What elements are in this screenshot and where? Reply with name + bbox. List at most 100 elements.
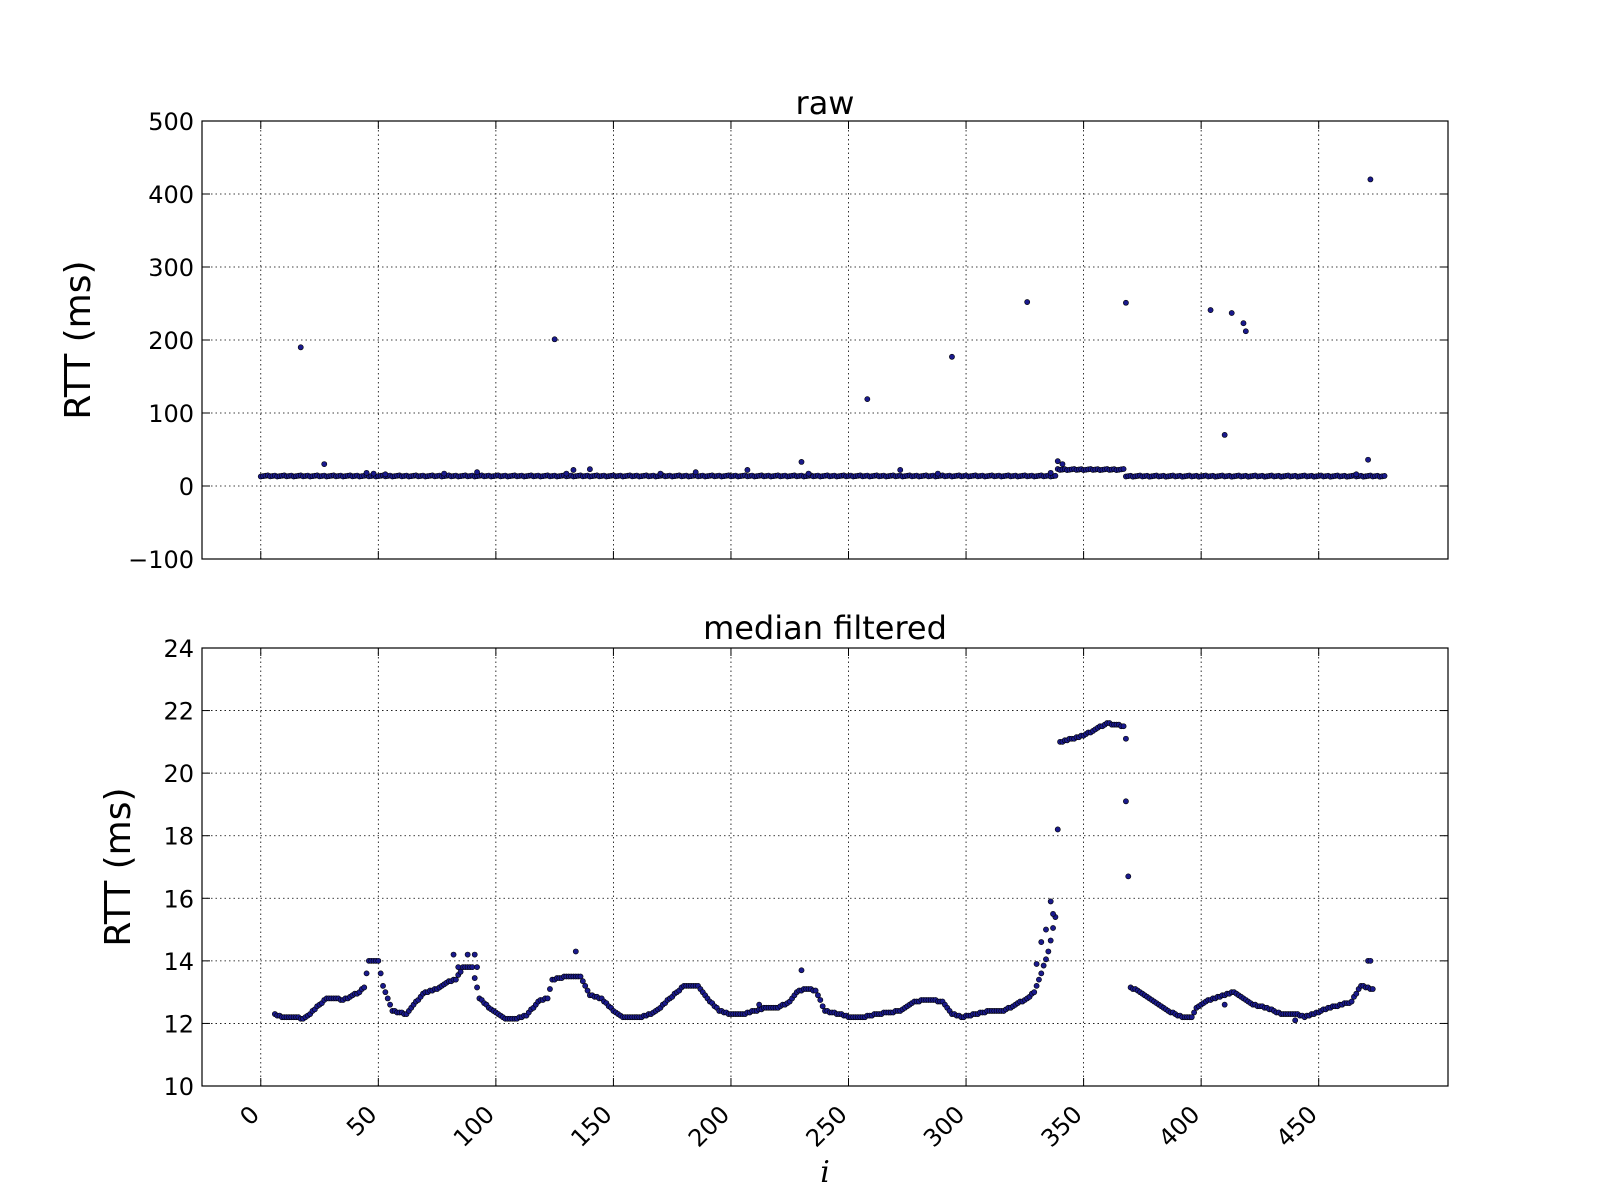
data-point: [384, 995, 391, 1002]
data-point: [1221, 1001, 1228, 1008]
x-tick-label: 300: [918, 1100, 970, 1152]
data-point: [361, 984, 368, 991]
data-point: [805, 470, 812, 477]
data-point: [363, 970, 370, 977]
data-point: [1033, 961, 1040, 967]
data-point: [657, 470, 664, 477]
data-point: [1240, 320, 1247, 327]
data-point: [1365, 456, 1371, 463]
data-point: [812, 987, 819, 994]
data-point: [321, 461, 328, 467]
data-point: [587, 466, 593, 473]
data-point: [1033, 982, 1040, 989]
data-point: [1043, 926, 1049, 933]
data-point: [1369, 986, 1376, 992]
y-tick-label: 400: [148, 181, 194, 209]
data-point: [1191, 1009, 1197, 1016]
data-point: [1031, 989, 1038, 996]
data-point: [934, 470, 941, 477]
x-tick-label: 150: [565, 1100, 617, 1152]
data-point: [474, 984, 480, 991]
plot-frame: [201, 647, 1449, 1087]
x-tick-label: 450: [1271, 1100, 1323, 1152]
data-point: [1242, 328, 1249, 335]
data-point: [1054, 458, 1061, 465]
data-point: [1367, 176, 1374, 183]
data-point: [375, 957, 382, 964]
y-tick-label: 300: [148, 254, 194, 282]
data-point: [1036, 976, 1042, 983]
y-tick-label: 0: [179, 473, 194, 501]
data-point: [1024, 299, 1031, 305]
data-point: [1047, 937, 1054, 944]
data-point: [1038, 939, 1045, 945]
data-point: [474, 964, 480, 971]
data-point: [1045, 948, 1052, 955]
y-axis-label: RTT (ms): [58, 260, 99, 419]
y-axis-label: RTT (ms): [98, 787, 139, 946]
y-tick-label: 10: [163, 1073, 194, 1101]
y-tick-label: 100: [148, 400, 194, 428]
y-tick-label: 12: [163, 1010, 194, 1038]
data-point: [544, 995, 551, 1002]
data-point: [1059, 461, 1066, 467]
data-point: [1123, 798, 1129, 805]
data-point: [563, 470, 570, 477]
data-point: [817, 997, 824, 1003]
y-tick-label: 22: [163, 698, 194, 726]
data-point: [1228, 310, 1235, 316]
median-filtered-panel: 10 12 14 16 18 20 22 24 0 50 100 150 200 250 300 350 400…: [98, 609, 1449, 1190]
data-point: [450, 951, 457, 958]
data-point: [1054, 826, 1061, 833]
data-point: [1050, 925, 1056, 931]
data-point: [582, 982, 589, 989]
data-point: [1367, 957, 1374, 964]
data-point: [1047, 469, 1054, 476]
data-point: [1047, 898, 1054, 905]
data-point: [1123, 299, 1129, 306]
x-tick-label: 50: [341, 1100, 382, 1141]
y-tick-label: 16: [163, 885, 194, 913]
raw-panel: −100 0 100 200 300 400 500 raw RTT (ms): [58, 84, 1449, 574]
data-point: [457, 968, 464, 975]
data-point: [1292, 1017, 1299, 1024]
data-point: [819, 1003, 826, 1010]
data-point: [471, 975, 478, 981]
data-point: [377, 970, 384, 977]
x-tick-label: 0: [234, 1100, 265, 1131]
data-point: [864, 396, 871, 403]
data-point: [382, 989, 389, 996]
data-point: [1125, 873, 1132, 880]
chart-title: median filtered: [703, 609, 947, 647]
grid: [202, 647, 1448, 1087]
data-point: [1188, 1014, 1195, 1021]
y-tick-label: 20: [163, 760, 194, 788]
scatter-series: [271, 720, 1376, 1024]
data-point: [441, 470, 448, 477]
data-point: [584, 987, 591, 994]
data-point: [1207, 307, 1214, 313]
data-point: [570, 467, 577, 473]
y-tick-label: 200: [148, 327, 194, 355]
data-point: [382, 471, 389, 478]
data-point: [363, 469, 370, 476]
data-point: [1353, 471, 1360, 478]
data-point: [547, 986, 553, 992]
data-point: [1221, 431, 1228, 438]
data-point: [1040, 962, 1047, 969]
y-tick-label: 24: [163, 635, 194, 663]
y-tick-label: 500: [148, 108, 194, 136]
data-point: [464, 951, 471, 958]
data-point: [579, 978, 586, 985]
data-point: [297, 344, 304, 351]
plot-frame: [201, 120, 1449, 560]
scatter-series: [257, 176, 1388, 480]
data-point: [798, 967, 805, 974]
data-point: [949, 353, 955, 360]
data-point: [453, 976, 459, 983]
data-point: [370, 470, 377, 477]
data-point: [1038, 970, 1045, 977]
y-tick-label: 18: [163, 823, 194, 851]
data-point: [1120, 466, 1127, 472]
